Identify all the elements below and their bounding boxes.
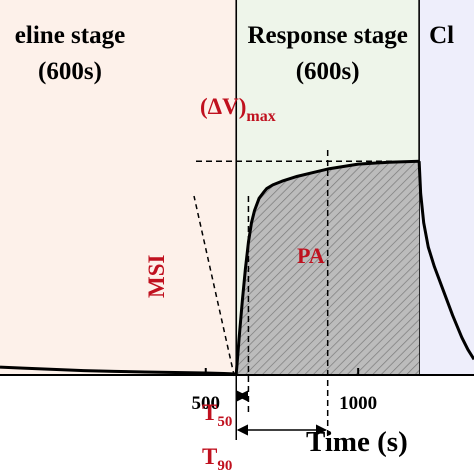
stage-duration-1: (600s) (296, 58, 360, 85)
delta-v-max-label: (ΔV)max (200, 94, 276, 125)
curve-segment-2 (417, 161, 474, 361)
x-tick-label-1: 1000 (339, 393, 377, 414)
stage-labels: eline stage (600s) Response stage (600s) Cl (15, 22, 454, 85)
response-curves (0, 159, 474, 376)
stage-band-2 (419, 0, 474, 375)
stage-label-0: eline stage (15, 22, 125, 49)
curve-segment-0 (0, 365, 237, 376)
x-axis: 500 1000 (0, 368, 474, 414)
x-tick-label-0: 500 (192, 393, 221, 414)
stage-band-0 (0, 0, 237, 375)
stage-duration-0: (600s) (38, 58, 102, 85)
msi-slope-line (193, 195, 235, 377)
t90-label: T90 (202, 444, 232, 474)
stage-label-2: Cl (429, 22, 454, 49)
pa-label: PA (297, 243, 325, 268)
stage-label-1: Response stage (247, 22, 407, 49)
msi-label: MSI (144, 255, 169, 299)
x-axis-title: Time (s) (306, 426, 408, 458)
pa-area (236, 161, 420, 374)
curve-segment-1 (234, 159, 420, 375)
t50-label: T50 (202, 400, 232, 430)
